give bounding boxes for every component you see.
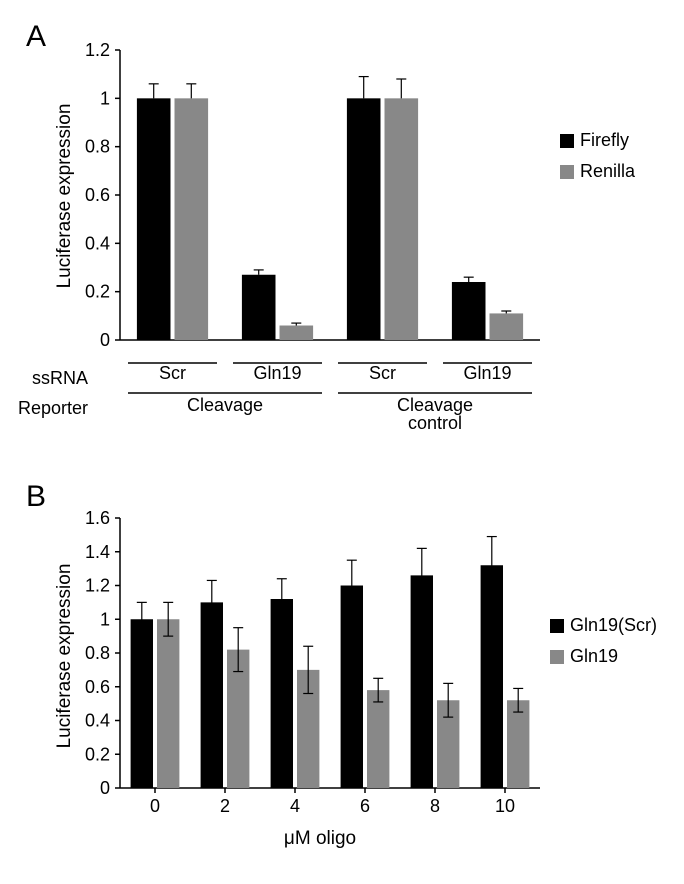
panel-b-x-label: μM oligo: [260, 828, 380, 850]
panel-a: A Luciferase expression 0 0.2 0.4 0.6 0.8 1 1.…: [20, 20, 664, 450]
swatch-renilla: [560, 165, 574, 179]
svg-text:8: 8: [430, 796, 440, 816]
legend-item-firefly: Firefly: [560, 130, 635, 151]
panel-b-label: B: [26, 480, 46, 514]
svg-text:1: 1: [100, 609, 110, 629]
panel-b-y-label: Luciferase expression: [54, 556, 76, 756]
svg-text:0: 0: [100, 778, 110, 798]
legend-item-gln19: Gln19: [550, 646, 657, 667]
svg-text:0.4: 0.4: [85, 233, 110, 253]
swatch-gln19scr: [550, 619, 564, 633]
panel-a-row-reporter: Reporter: [18, 398, 88, 419]
svg-text:0.2: 0.2: [85, 744, 110, 764]
svg-text:4: 4: [290, 796, 300, 816]
svg-text:1.2: 1.2: [85, 40, 110, 60]
svg-text:0: 0: [100, 330, 110, 350]
legend-label-firefly: Firefly: [580, 130, 629, 151]
svg-text:0.6: 0.6: [85, 185, 110, 205]
panel-a-y-label: Luciferase expression: [54, 96, 76, 296]
svg-text:1: 1: [100, 88, 110, 108]
panel-a-legend: Firefly Renilla: [560, 130, 635, 192]
svg-text:0: 0: [150, 796, 160, 816]
svg-text:Cleavage: Cleavage: [187, 395, 263, 415]
panel-a-row-ssrna: ssRNA: [32, 368, 88, 389]
swatch-gln19: [550, 650, 564, 664]
svg-text:Scr: Scr: [369, 363, 396, 383]
svg-text:Gln19: Gln19: [463, 363, 511, 383]
swatch-firefly: [560, 134, 574, 148]
svg-text:control: control: [408, 413, 462, 433]
svg-text:6: 6: [360, 796, 370, 816]
panel-a-chart: 0 0.2 0.4 0.6 0.8 1 1.2 Scr Gln19 Scr Gln19 Cleavag…: [20, 20, 664, 450]
svg-text:10: 10: [495, 796, 515, 816]
legend-label-gln19scr: Gln19(Scr): [570, 615, 657, 636]
svg-text:0.8: 0.8: [85, 643, 110, 663]
panel-b-legend: Gln19(Scr) Gln19: [550, 615, 657, 677]
legend-label-gln19: Gln19: [570, 646, 618, 667]
svg-text:Cleavage: Cleavage: [397, 395, 473, 415]
svg-text:0.6: 0.6: [85, 677, 110, 697]
svg-text:0.2: 0.2: [85, 282, 110, 302]
legend-label-renilla: Renilla: [580, 161, 635, 182]
legend-item-gln19scr: Gln19(Scr): [550, 615, 657, 636]
svg-text:2: 2: [220, 796, 230, 816]
svg-text:Scr: Scr: [159, 363, 186, 383]
svg-text:1.2: 1.2: [85, 576, 110, 596]
svg-text:1.6: 1.6: [85, 508, 110, 528]
svg-text:Gln19: Gln19: [253, 363, 301, 383]
panel-a-label: A: [26, 20, 46, 54]
svg-text:0.4: 0.4: [85, 711, 110, 731]
panel-b: B Luciferase expression 0 0.2 0.4 0.6 0.8 1 1.…: [20, 480, 664, 864]
svg-text:1.4: 1.4: [85, 542, 110, 562]
svg-text:0.8: 0.8: [85, 137, 110, 157]
legend-item-renilla: Renilla: [560, 161, 635, 182]
figure: A Luciferase expression 0 0.2 0.4 0.6 0.8 1 1.…: [20, 20, 664, 864]
